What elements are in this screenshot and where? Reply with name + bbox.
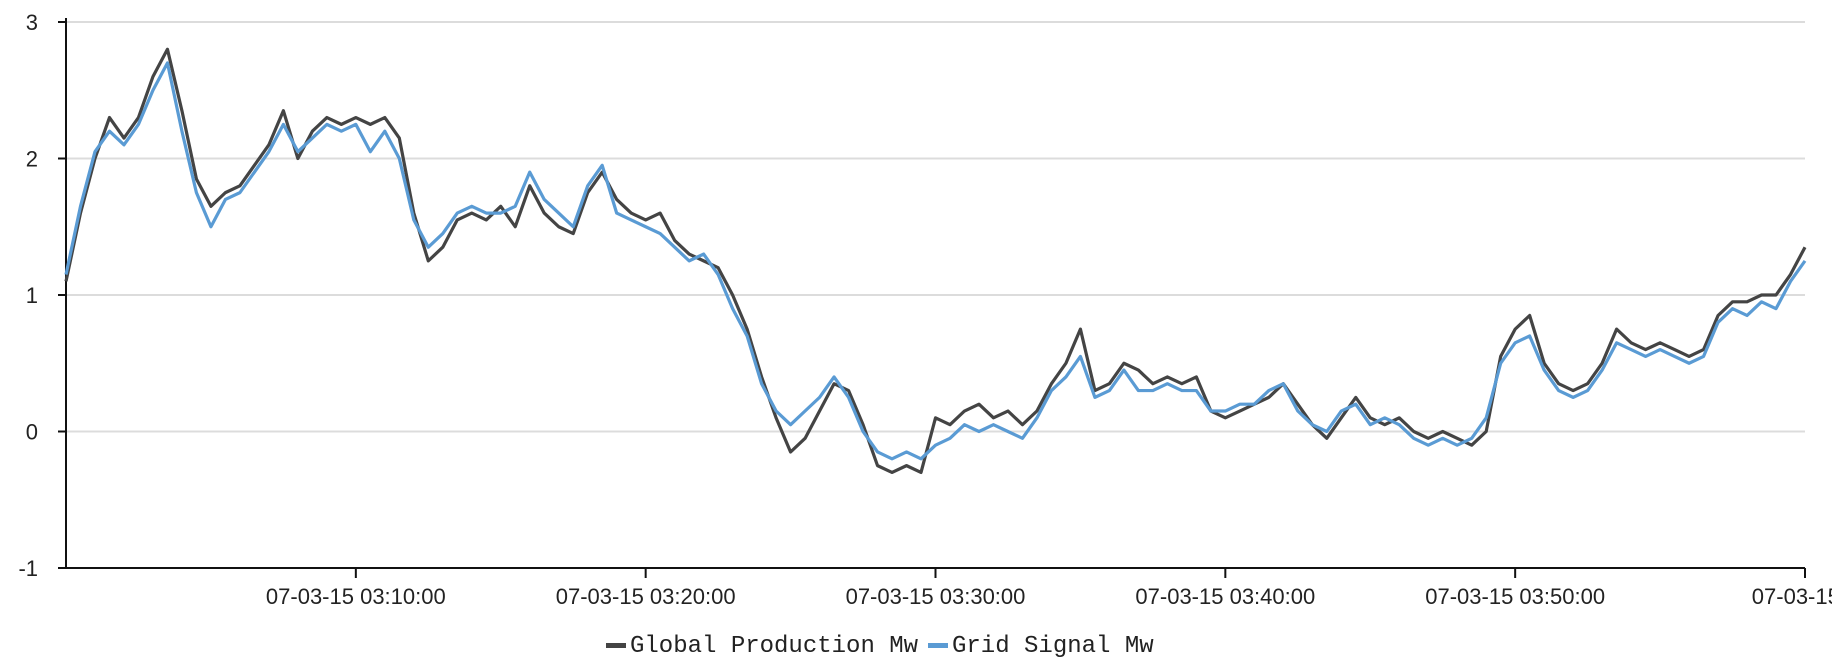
legend-swatch [928, 643, 948, 648]
y-tick-label: 1 [26, 283, 38, 308]
legend[interactable]: Global Production Mw Grid Signal Mw [606, 633, 1154, 660]
x-tick-label: 07-03-15 03:30:00 [846, 584, 1026, 609]
y-tick-label: -1 [18, 556, 38, 581]
x-tick-label: 07-03-15 03:20:00 [556, 584, 736, 609]
series-layer [64, 47, 1807, 475]
legend-label: Global Production Mw [630, 633, 919, 660]
axis-layer: 3 2 1 0 -1 07-03-15 03:10:00 07-03-15 03:20:00… [18, 10, 1832, 609]
x-tick-label: 07-03-15 0 [1752, 584, 1832, 609]
x-tick-label: 07-03-15 03:40:00 [1135, 584, 1315, 609]
legend-item[interactable]: Grid Signal Mw [928, 633, 1154, 660]
legend-label: Grid Signal Mw [952, 633, 1154, 660]
series-line-grid-signal [64, 61, 1807, 461]
legend-item[interactable]: Global Production Mw [606, 633, 919, 660]
y-tick-label: 3 [26, 10, 38, 35]
series-line-global-production [64, 47, 1807, 475]
legend-swatch [606, 643, 626, 648]
y-tick-label: 2 [26, 147, 38, 172]
x-tick-label: 07-03-15 03:50:00 [1425, 584, 1605, 609]
y-tick-label: 0 [26, 420, 38, 445]
grid-layer [66, 21, 1805, 433]
x-tick-label: 07-03-15 03:10:00 [266, 584, 446, 609]
